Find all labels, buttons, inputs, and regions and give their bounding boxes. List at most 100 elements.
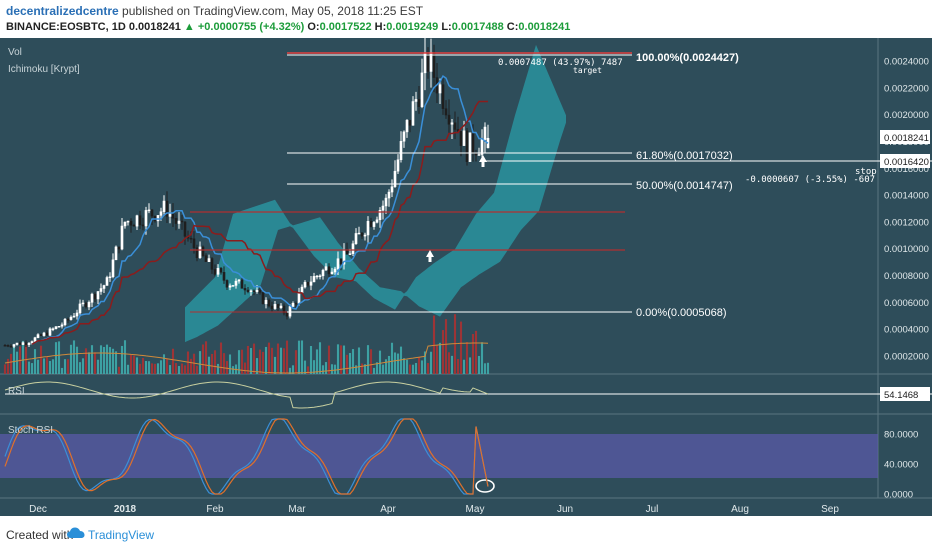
candle bbox=[417, 86, 421, 114]
volume-bar bbox=[147, 361, 151, 374]
candle bbox=[54, 326, 58, 330]
volume-bar bbox=[129, 354, 133, 374]
candle bbox=[231, 285, 235, 287]
stoch-circle-marker[interactable] bbox=[475, 479, 495, 493]
tradingview-cloud-icon[interactable] bbox=[66, 526, 86, 540]
volume-bar bbox=[264, 346, 268, 374]
candle bbox=[216, 264, 220, 277]
candle bbox=[357, 226, 361, 235]
volume-bar bbox=[300, 340, 304, 374]
volume-bar bbox=[225, 361, 229, 374]
volume-bar bbox=[312, 360, 316, 374]
candle bbox=[213, 264, 217, 277]
time-tick-label: 2018 bbox=[114, 504, 137, 515]
volume-bar bbox=[228, 354, 232, 374]
stoch-band bbox=[0, 434, 878, 478]
stoch-axis[interactable]: 80.0000 40.0000 0.0000 bbox=[884, 430, 918, 501]
volume-bar bbox=[204, 341, 208, 374]
candle bbox=[444, 100, 448, 119]
volume-bar bbox=[270, 347, 274, 374]
candle bbox=[27, 342, 31, 347]
volume-bar bbox=[66, 359, 70, 374]
volume-bar bbox=[132, 355, 136, 374]
volume-bar bbox=[417, 356, 421, 374]
candle bbox=[450, 118, 454, 140]
candle bbox=[141, 217, 145, 231]
candle bbox=[309, 275, 313, 291]
candle bbox=[180, 214, 184, 230]
volume-bar bbox=[456, 359, 460, 374]
volume-bar bbox=[408, 364, 412, 374]
chart-area[interactable]: 100.00%(0.0024427) 0.0007487 (43.97%) 74… bbox=[0, 37, 932, 516]
candle bbox=[318, 274, 322, 280]
candle bbox=[120, 218, 124, 251]
volume-bar bbox=[429, 351, 433, 374]
volume-bar bbox=[165, 358, 169, 374]
volume-bars bbox=[3, 314, 490, 374]
author-link[interactable]: decentralizedcentre bbox=[6, 4, 119, 18]
stoch-label: Stoch RSI bbox=[8, 425, 53, 436]
candle bbox=[33, 336, 37, 342]
symbol-label[interactable]: BINANCE:EOSBTC, 1D bbox=[6, 21, 126, 33]
rsi-line bbox=[4, 381, 489, 409]
volume-bar bbox=[366, 345, 370, 374]
candle bbox=[288, 304, 292, 319]
volume-bar bbox=[231, 366, 235, 374]
candle bbox=[243, 284, 247, 295]
volume-bar bbox=[138, 363, 142, 374]
volume-bar bbox=[339, 345, 343, 374]
tradingview-link[interactable]: TradingView bbox=[88, 528, 155, 542]
volume-bar bbox=[351, 349, 355, 374]
candle bbox=[51, 327, 55, 332]
candle bbox=[360, 231, 364, 239]
time-tick-label: Aug bbox=[731, 504, 749, 515]
time-tick-label: Sep bbox=[821, 504, 839, 515]
volume-bar bbox=[336, 344, 340, 374]
candle bbox=[204, 253, 208, 262]
volume-bar bbox=[213, 350, 217, 374]
price-tick-label: 0.0014000 bbox=[884, 191, 929, 202]
candle bbox=[354, 228, 358, 245]
volume-bar bbox=[267, 342, 271, 374]
volume-bar bbox=[258, 349, 262, 374]
candle bbox=[75, 309, 79, 320]
time-axis[interactable]: Dec 2018 Feb Mar Apr May Jun Jul Aug Sep bbox=[29, 504, 839, 515]
candle bbox=[72, 313, 76, 318]
volume-bar bbox=[330, 364, 334, 374]
volume-bar bbox=[252, 343, 256, 374]
candle bbox=[48, 327, 52, 337]
ohlc-line: BINANCE:EOSBTC, 1D 0.0018241 ▲ +0.000075… bbox=[6, 21, 570, 33]
volume-bar bbox=[156, 363, 160, 374]
candle bbox=[465, 128, 469, 166]
tenkan-sen-line bbox=[31, 75, 489, 345]
volume-bar bbox=[174, 363, 178, 374]
chart-header: decentralizedcentre published on Trading… bbox=[0, 0, 932, 38]
volume-bar bbox=[378, 350, 382, 374]
target-measure-label: 0.0007487 (43.97%) 7487 bbox=[498, 58, 623, 68]
candle bbox=[291, 301, 295, 307]
candles bbox=[3, 37, 490, 349]
volume-bar bbox=[75, 346, 79, 374]
candle bbox=[483, 122, 487, 153]
candle bbox=[114, 245, 118, 261]
candle bbox=[18, 341, 22, 345]
volume-bar bbox=[171, 348, 175, 374]
volume-bar bbox=[102, 346, 106, 374]
volume-bar bbox=[189, 358, 193, 374]
volume-bar bbox=[309, 345, 313, 374]
change-value: +0.0000755 (+4.32%) bbox=[197, 21, 305, 33]
candle bbox=[15, 342, 19, 346]
candle bbox=[381, 200, 385, 220]
rsi-label: RSI bbox=[8, 386, 25, 397]
candle bbox=[366, 216, 370, 244]
volume-bar bbox=[9, 353, 13, 374]
volume-bar bbox=[348, 353, 352, 374]
volume-bar bbox=[81, 358, 85, 374]
volume-bar bbox=[222, 353, 226, 374]
time-tick-label: Dec bbox=[29, 504, 47, 515]
volume-bar bbox=[447, 352, 451, 374]
candle bbox=[378, 207, 382, 228]
candle bbox=[63, 317, 67, 327]
stoch-d-line bbox=[4, 418, 489, 495]
volume-bar bbox=[297, 340, 301, 374]
